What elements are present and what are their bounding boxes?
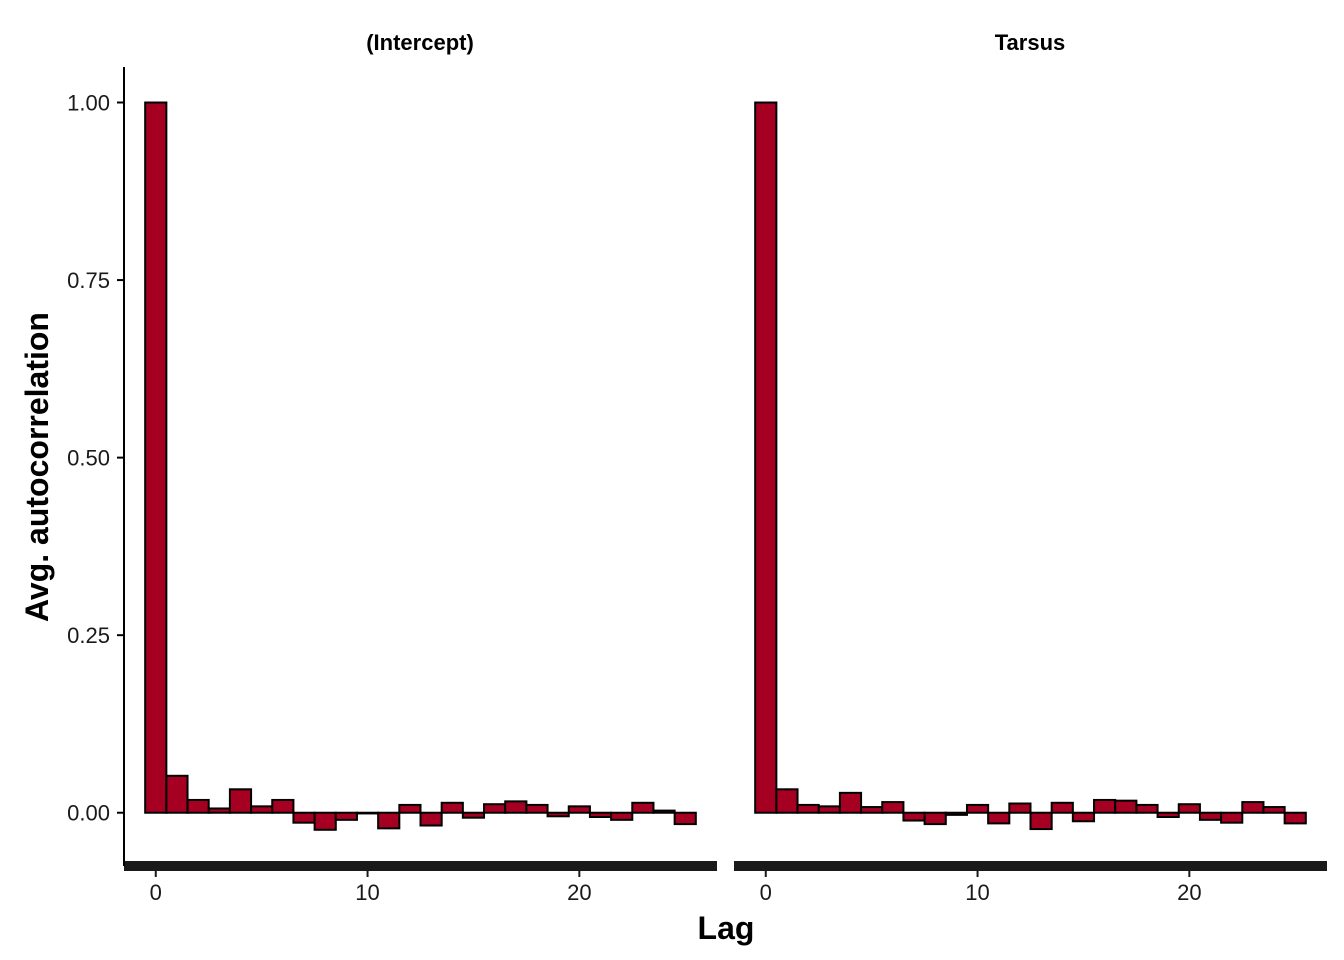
acf-bar — [250, 805, 274, 814]
y-tick-label: 0.75 — [67, 268, 110, 293]
facet-tarsus-bars — [754, 101, 1307, 831]
acf-bar — [881, 801, 905, 814]
acf-bar — [377, 811, 401, 830]
acf-bar — [965, 803, 990, 814]
acf-bar — [1093, 798, 1117, 814]
y-axis: 0.00 0.25 0.50 0.75 1.00 — [67, 67, 125, 866]
acf-bar — [1114, 799, 1138, 814]
acf-bar — [144, 101, 168, 814]
acf-bar — [546, 811, 570, 818]
y-tick-label: 0.00 — [67, 801, 110, 826]
acf-bar — [525, 803, 549, 814]
acf-bar — [1008, 802, 1032, 814]
acf-bar — [588, 811, 613, 818]
acf-bar — [504, 800, 528, 814]
acf-bar — [1071, 811, 1096, 823]
facet-intercept-bars — [144, 101, 697, 831]
acf-bar — [902, 811, 926, 822]
acf-bar — [923, 811, 947, 826]
acf-bar — [1220, 811, 1244, 824]
x-axis-line — [124, 861, 717, 871]
acf-bar — [398, 803, 422, 814]
x-tick-label: 10 — [965, 880, 989, 905]
acf-bar — [1262, 806, 1286, 814]
acf-bar — [440, 801, 464, 814]
acf-bar — [838, 791, 863, 814]
acf-bar — [461, 811, 486, 819]
y-axis-title: Avg. autocorrelation — [19, 312, 55, 622]
facet-intercept-x-axis: 0 10 20 — [124, 861, 717, 905]
x-tick-label: 0 — [150, 880, 162, 905]
acf-bar — [796, 803, 820, 814]
acf-bar — [1198, 811, 1223, 821]
acf-bar — [944, 811, 968, 816]
acf-bar — [165, 774, 189, 814]
acf-bar — [860, 806, 884, 814]
acf-bar — [987, 811, 1011, 825]
facet-intercept-panel: (Intercept) 0 10 20 — [124, 30, 717, 905]
acf-bar — [228, 788, 253, 814]
acf-bar — [355, 811, 380, 815]
acf-bar — [1241, 801, 1265, 814]
acf-bar — [186, 798, 210, 814]
y-tick-label: 1.00 — [67, 91, 110, 116]
acf-bar — [1029, 811, 1053, 831]
acf-bar — [652, 809, 676, 814]
x-tick-label: 10 — [355, 880, 379, 905]
x-tick-label: 20 — [1177, 880, 1201, 905]
acf-bar — [1283, 811, 1307, 825]
acf-bar — [419, 811, 443, 827]
acf-bar — [334, 811, 358, 821]
acf-bar — [483, 803, 507, 814]
y-tick-label: 0.50 — [67, 446, 110, 471]
acf-bar — [1177, 803, 1201, 814]
facet-strip-label-tarsus: Tarsus — [995, 30, 1066, 55]
acf-bar — [1135, 803, 1159, 814]
facet-tarsus-panel: Tarsus 0 10 20 — [734, 30, 1327, 905]
y-tick-label: 0.25 — [67, 623, 110, 648]
x-tick-label: 0 — [760, 880, 772, 905]
x-axis-title: Lag — [698, 910, 755, 946]
acf-bar — [754, 101, 778, 814]
acf-bar — [673, 811, 697, 826]
facet-tarsus-x-axis: 0 10 20 — [734, 861, 1327, 905]
x-tick-label: 20 — [567, 880, 591, 905]
acf-bar — [292, 811, 316, 824]
acf-bar — [817, 805, 841, 814]
acf-bar — [313, 811, 337, 831]
acf-bar — [631, 801, 655, 814]
acf-bar — [1050, 801, 1074, 814]
acf-bar — [775, 788, 799, 814]
acf-bar — [567, 805, 591, 814]
acf-bar — [207, 807, 231, 814]
acf-bar — [271, 798, 295, 814]
acf-bar — [1156, 811, 1180, 818]
acf-bar — [610, 811, 634, 821]
facet-strip-label-intercept: (Intercept) — [366, 30, 474, 55]
x-axis-line — [734, 861, 1327, 871]
